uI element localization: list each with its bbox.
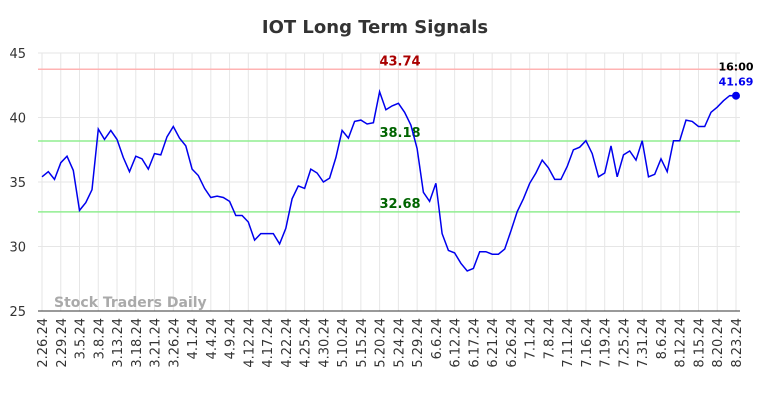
last-point: [732, 91, 740, 100]
x-tick-label: 8.6.24: [655, 318, 670, 359]
x-tick-label: 2.26.24: [36, 318, 51, 368]
x-tick-label: 7.11.24: [561, 318, 576, 368]
y-tick-label: 40: [9, 112, 26, 127]
x-tick-label: 4.17.24: [261, 318, 276, 368]
x-tick-label: 4.9.24: [224, 318, 239, 359]
y-tick-label: 35: [9, 176, 26, 191]
x-tick-label: 3.5.24: [74, 318, 89, 359]
price-line: [41, 88, 737, 272]
y-tick-label: 25: [9, 305, 26, 320]
x-tick-label: 5.15.24: [355, 318, 370, 368]
y-tick-label: 45: [9, 47, 26, 62]
x-tick-label: 5.29.24: [411, 318, 426, 368]
chart-title: IOT Long Term Signals: [262, 17, 488, 38]
x-tick-label: 6.17.24: [467, 318, 482, 368]
x-tick-label: 6.26.24: [505, 318, 520, 368]
x-tick-label: 8.12.24: [674, 318, 689, 368]
x-tick-label: 6.21.24: [486, 318, 501, 368]
last-time: 16:00: [718, 61, 753, 74]
x-tick-label: 4.4.24: [205, 318, 220, 359]
last-value: 41.69: [719, 76, 754, 89]
x-tick-label: 7.19.24: [599, 318, 614, 368]
x-tick-label: 4.22.24: [280, 318, 295, 368]
x-tick-label: 6.6.24: [430, 318, 445, 359]
x-tick-label: 3.21.24: [149, 318, 164, 368]
x-tick-label: 6.12.24: [449, 318, 464, 368]
x-tick-label: 8.15.24: [692, 318, 707, 368]
x-tick-label: 7.16.24: [580, 318, 595, 368]
x-tick-label: 7.8.24: [542, 318, 557, 359]
x-tick-label: 2.29.24: [55, 318, 70, 368]
x-tick-label: 5.20.24: [374, 318, 389, 368]
x-tick-label: 5.10.24: [336, 318, 351, 368]
level-label: 43.74: [379, 54, 420, 69]
x-tick-label: 8.23.24: [730, 318, 745, 368]
x-tick-label: 8.20.24: [711, 318, 726, 368]
x-tick-label: 4.1.24: [186, 318, 201, 359]
y-tick-label: 30: [9, 241, 26, 256]
x-tick-label: 4.12.24: [242, 318, 257, 368]
x-tick-label: 3.13.24: [111, 318, 126, 368]
x-tick-label: 7.25.24: [617, 318, 632, 368]
watermark: Stock Traders Daily: [54, 295, 207, 311]
x-tick-label: 5.24.24: [392, 318, 407, 368]
level-label: 38.18: [379, 126, 420, 141]
x-tick-label: 7.1.24: [524, 318, 539, 359]
level-label: 32.68: [379, 197, 420, 212]
x-tick-label: 3.26.24: [167, 318, 182, 368]
x-tick-label: 3.18.24: [130, 318, 145, 368]
x-tick-label: 7.31.24: [636, 318, 651, 368]
x-tick-label: 4.30.24: [317, 318, 332, 368]
x-tick-label: 3.8.24: [92, 318, 107, 359]
x-tick-label: 4.25.24: [299, 318, 314, 368]
